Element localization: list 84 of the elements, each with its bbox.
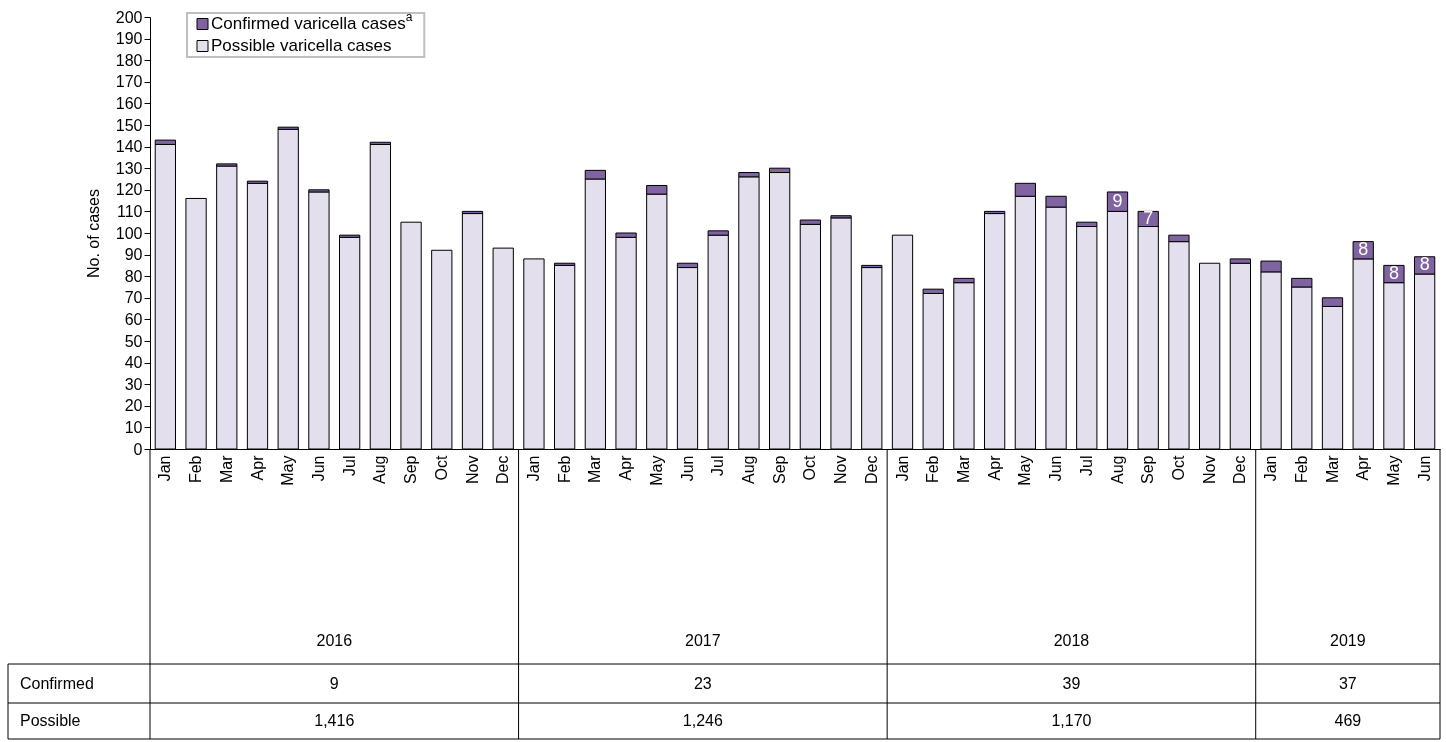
y-tick-label: 70: [124, 289, 143, 307]
text: 39: [1062, 674, 1081, 692]
text: 2017: [685, 632, 721, 649]
data-label: 7: [1143, 207, 1154, 228]
y-tick-label: 0: [133, 440, 143, 458]
y-tick-label: 160: [115, 94, 143, 112]
x-tick-label: Dec: [1231, 455, 1249, 484]
y-tick-label: 170: [115, 73, 143, 91]
x-tick-label: May: [279, 455, 297, 486]
x-tick-label: Jun: [1415, 455, 1433, 482]
x-tick-label: Jul: [1077, 455, 1095, 476]
y-tick-label: 90: [124, 246, 143, 264]
x-tick-label: Jul: [709, 455, 727, 476]
y-tick-label: 110: [116, 202, 143, 220]
x-tick-label: Dec: [862, 455, 880, 484]
y-tick-label: 120: [115, 181, 143, 199]
x-tick-label: Mar: [586, 454, 604, 484]
text: 1,416: [314, 712, 355, 729]
text: 9: [329, 674, 339, 692]
x-tick-label: Oct: [432, 454, 450, 481]
legend-label: Possible varicella cases: [211, 36, 392, 55]
x-tick-label: Feb: [924, 455, 942, 484]
x-tick-label: Jan: [524, 455, 542, 482]
y-tick-label: 80: [124, 267, 143, 285]
x-tick-label: Jan: [893, 455, 911, 482]
text: 2019: [1330, 632, 1366, 649]
y-tick-label: 200: [115, 8, 143, 26]
x-tick-label: Jan: [156, 455, 174, 482]
text: Confirmed: [20, 674, 94, 692]
text: 37: [1338, 674, 1357, 692]
x-tick-label: Jun: [309, 455, 327, 482]
x-tick-label: Aug: [739, 455, 757, 484]
y-tick-label: 30: [124, 375, 143, 393]
x-tick-label: Apr: [985, 454, 1003, 481]
y-tick-label: 20: [124, 397, 143, 415]
x-tick-label: Mar: [217, 454, 235, 484]
x-tick-label: May: [1016, 455, 1034, 486]
data-label: 9: [1112, 190, 1123, 211]
data-label: 8: [1419, 254, 1430, 275]
text: 2016: [316, 632, 353, 649]
y-tick-label: 190: [115, 30, 143, 48]
x-tick-label: Jan: [1262, 455, 1280, 482]
data-label: 8: [1388, 263, 1399, 284]
x-tick-label: Aug: [1108, 455, 1126, 484]
x-tick-label: May: [647, 455, 665, 486]
text: Possible: [20, 712, 81, 729]
text: 2018: [1053, 632, 1090, 649]
x-tick-label: May: [1384, 455, 1402, 486]
y-tick-label: 150: [115, 116, 143, 134]
y-tick-label: 10: [124, 418, 143, 436]
x-tick-label: Jun: [678, 455, 696, 482]
y-tick-label: 130: [115, 159, 143, 177]
x-tick-label: Jun: [1047, 455, 1065, 482]
y-tick-label: 180: [115, 51, 143, 69]
y-tick-label: 40: [124, 354, 143, 372]
x-tick-label: Nov: [1200, 455, 1218, 484]
text: 1,170: [1051, 712, 1092, 729]
x-tick-label: Feb: [1292, 455, 1310, 484]
x-tick-label: Apr: [248, 454, 266, 481]
x-tick-label: Aug: [371, 455, 389, 484]
x-tick-label: Sep: [770, 455, 788, 484]
x-tick-label: Mar: [1323, 454, 1341, 484]
x-tick-label: Feb: [555, 455, 573, 484]
x-tick-label: Nov: [832, 455, 850, 484]
y-tick-label: 50: [124, 332, 143, 350]
y-axis-title: No. of cases: [84, 189, 102, 278]
y-tick-label: 100: [115, 224, 143, 242]
x-tick-label: Sep: [1139, 455, 1157, 484]
x-tick-label: Jul: [340, 455, 358, 476]
x-tick-label: Oct: [801, 454, 819, 481]
x-tick-label: Dec: [494, 455, 512, 484]
text: 23: [693, 674, 712, 692]
text: 1,246: [682, 712, 723, 729]
y-tick-label: 140: [115, 138, 143, 156]
data-label: 8: [1358, 239, 1369, 260]
y-tick-label: 60: [124, 310, 143, 328]
x-tick-label: Mar: [954, 454, 972, 484]
x-tick-label: Feb: [187, 455, 205, 484]
x-tick-label: Oct: [1169, 454, 1187, 481]
x-tick-label: Apr: [617, 454, 635, 481]
text: 469: [1334, 712, 1362, 729]
x-tick-label: Sep: [402, 455, 420, 484]
x-tick-label: Nov: [463, 455, 481, 484]
x-tick-label: Apr: [1354, 454, 1372, 481]
